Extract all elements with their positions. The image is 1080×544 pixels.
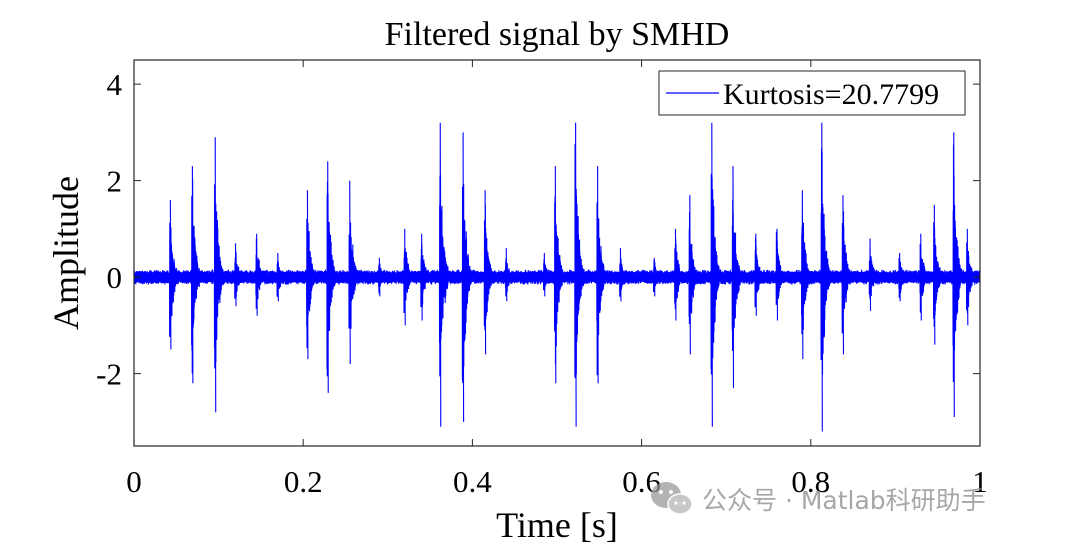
y-tick-label: -2 [96, 357, 122, 392]
x-axis: 0 0.2 0.4 0.6 0.8 1 [126, 60, 988, 499]
plot-area [133, 122, 981, 432]
axes-box [133, 59, 981, 447]
wechat-icon [651, 482, 693, 515]
watermark: 公众号 · Matlab科研助手 [651, 482, 986, 515]
y-tick-label: 2 [107, 164, 123, 199]
y-axis-label: Amplitude [46, 176, 86, 330]
watermark-text: 公众号 · Matlab科研助手 [702, 486, 986, 515]
chart-title: Filtered signal by SMHD [385, 16, 730, 53]
x-tick-label: 0.2 [284, 464, 323, 499]
signal-series-line [133, 122, 981, 432]
y-axis: -2 0 2 4 [96, 67, 980, 392]
x-tick-label: 1 [972, 464, 988, 499]
y-tick-label: 0 [107, 260, 123, 295]
x-tick-label: 0.4 [453, 464, 492, 499]
legend-label: Kurtosis=20.7799 [723, 78, 939, 111]
x-tick-label: 0 [126, 464, 142, 499]
legend: Kurtosis=20.7799 [658, 70, 966, 116]
x-axis-label: Time [s] [496, 505, 618, 544]
x-tick-label: 0.8 [791, 464, 830, 499]
y-tick-label: 4 [107, 67, 123, 102]
